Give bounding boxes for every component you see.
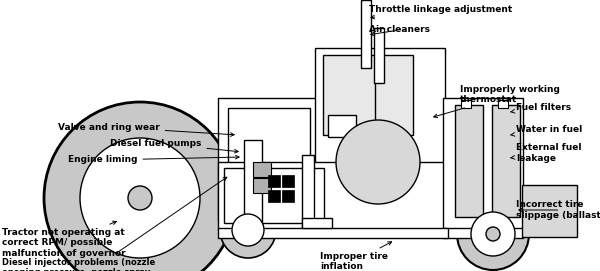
Bar <box>498 100 508 108</box>
Text: Water in fuel: Water in fuel <box>511 125 582 136</box>
Bar <box>443 98 523 230</box>
Bar <box>218 162 448 230</box>
Bar <box>443 228 523 238</box>
Bar <box>218 98 320 220</box>
Bar <box>522 185 577 237</box>
Bar <box>282 175 294 187</box>
Bar <box>268 175 280 187</box>
Bar <box>302 155 314 230</box>
Bar <box>218 228 448 238</box>
Bar <box>282 190 294 202</box>
Text: External fuel
leakage: External fuel leakage <box>511 143 581 163</box>
Bar <box>228 108 310 210</box>
Text: Improperly working
thermostat: Improperly working thermostat <box>434 85 560 118</box>
Circle shape <box>80 138 200 258</box>
Text: Diesel fuel pumps: Diesel fuel pumps <box>110 138 238 153</box>
Bar <box>253 162 271 177</box>
Circle shape <box>128 186 152 210</box>
Bar <box>224 168 324 223</box>
Bar <box>244 140 262 228</box>
Text: Fuel filters: Fuel filters <box>511 102 571 113</box>
Bar <box>302 218 332 228</box>
Circle shape <box>471 212 515 256</box>
Text: Valve and ring wear: Valve and ring wear <box>58 122 234 136</box>
Circle shape <box>44 102 236 271</box>
Bar <box>492 105 520 217</box>
Text: Throttle linkage adjustment: Throttle linkage adjustment <box>369 5 512 19</box>
Text: Diesel injector problems (nozzle
opening pressure, nozzle spray
pattern, nozzle : Diesel injector problems (nozzle opening… <box>2 177 227 271</box>
Bar <box>361 0 371 68</box>
Text: Air cleaners: Air cleaners <box>369 25 430 36</box>
Text: Improper tire
inflation: Improper tire inflation <box>320 242 392 271</box>
Circle shape <box>220 202 276 258</box>
Bar <box>323 55 413 135</box>
Bar <box>253 178 271 193</box>
Bar <box>268 190 280 202</box>
Circle shape <box>486 227 500 241</box>
Text: Tractor not operating at
correct RPM/ possible
malfunction of governor: Tractor not operating at correct RPM/ po… <box>2 221 125 258</box>
Text: Engine liming: Engine liming <box>68 155 239 164</box>
Circle shape <box>232 214 264 246</box>
Circle shape <box>457 198 529 270</box>
Bar <box>328 115 356 137</box>
Bar <box>461 100 471 108</box>
Bar <box>315 48 445 200</box>
Text: Incorrect tire
slippage (ballast): Incorrect tire slippage (ballast) <box>516 200 600 220</box>
Bar <box>374 28 384 83</box>
Circle shape <box>336 120 420 204</box>
Bar <box>455 105 483 217</box>
